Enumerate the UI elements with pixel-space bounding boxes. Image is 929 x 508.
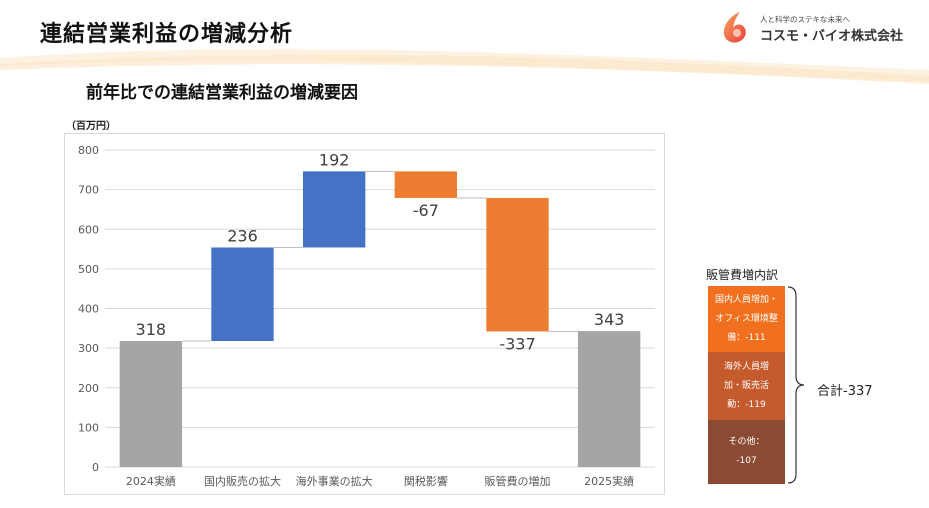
- logo-mark-icon: [723, 12, 746, 43]
- breakdown-segment-label: 国内人員増加・: [714, 294, 778, 305]
- data-label: 318: [136, 320, 167, 339]
- y-tick-label: 500: [78, 263, 99, 276]
- bar-total: [578, 331, 641, 467]
- right-brace-icon: [787, 286, 805, 484]
- breakdown-segment-label: 動：-119: [727, 399, 766, 410]
- logo-tagline: 人と科学のステキな未来へ: [760, 15, 850, 24]
- y-tick-label: 300: [78, 342, 99, 355]
- x-tick-label: 2024実績: [126, 474, 176, 488]
- breakdown-segment-label: 加・販売活: [723, 380, 769, 391]
- breakdown-segment-label: 海外人員増: [723, 361, 769, 372]
- x-tick-label: 販管費の増加: [485, 474, 551, 488]
- bar-increase: [303, 171, 366, 248]
- x-tick-label: 2025実績: [584, 474, 634, 488]
- breakdown-segment-label: 備：-111: [727, 332, 766, 343]
- y-tick-label: 700: [78, 184, 99, 197]
- bar-decrease: [486, 197, 549, 332]
- y-tick-label: 600: [78, 223, 99, 236]
- data-label: -337: [499, 334, 535, 353]
- y-tick-label: 100: [78, 421, 99, 434]
- breakdown-segment: 海外人員増加・販売活動：-119: [708, 352, 785, 420]
- data-label: -67: [413, 201, 439, 220]
- breakdown-segment-label: オフィス環境整: [715, 313, 778, 324]
- bar-total: [119, 340, 182, 467]
- breakdown-segment: 国内人員増加・ オフィス環境整 備：-111: [708, 286, 785, 352]
- y-tick-label: 0: [92, 461, 99, 474]
- breakdown-segment: その他： -107: [708, 420, 785, 484]
- chart-area: 0 100 200 300 400 500 600 700 800 318 2024実績 236 国内販…: [64, 133, 665, 495]
- waterfall-chart: 0 100 200 300 400 500 600 700 800 318 2024実績 236 国内販…: [78, 144, 655, 488]
- breakdown-stack: 国内人員増加・ オフィス環境整 備：-111 海外人員増 加・販売活 動：-119 その他：…: [708, 286, 785, 484]
- data-label: 236: [227, 226, 258, 245]
- y-tick-label: 800: [78, 144, 99, 157]
- breakdown-segment-label: -107: [736, 456, 757, 466]
- bar-increase: [211, 247, 274, 341]
- x-tick-label: 海外事業の拡大: [296, 474, 373, 488]
- breakdown-title: 販管費増内訳: [706, 268, 779, 282]
- breakdown-segment-label: その他：: [728, 437, 765, 447]
- data-label: 192: [319, 150, 350, 169]
- header-swoosh-decoration: [0, 49, 929, 84]
- x-tick-label: 国内販売の拡大: [204, 474, 281, 488]
- company-logo: 人と科学のステキな未来へ コスモ・バイオ株式会社: [720, 8, 920, 48]
- y-tick-label: 400: [78, 303, 99, 316]
- breakdown-total-label: 合計-337: [817, 384, 873, 399]
- x-tick-label: 関税影響: [404, 474, 448, 488]
- logo-company-name: コスモ・バイオ株式会社: [760, 29, 904, 44]
- data-label: 343: [594, 310, 625, 329]
- y-tick-label: 200: [78, 382, 99, 395]
- unit-label: （百万円）: [66, 121, 116, 132]
- page-title: 連結営業利益の増減分析: [40, 22, 294, 47]
- chart-subtitle: 前年比での連結営業利益の増減要因: [86, 83, 358, 103]
- bar-decrease: [394, 171, 457, 198]
